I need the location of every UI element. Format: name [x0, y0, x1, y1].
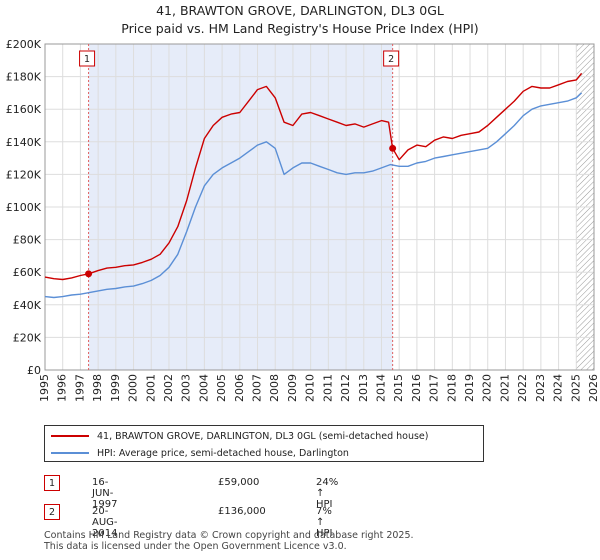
- x-tick-label: 2021: [498, 374, 511, 402]
- y-tick-label: £40K: [13, 299, 42, 312]
- footer-licence: This data is licensed under the Open Gov…: [44, 541, 347, 552]
- x-tick-label: 1996: [56, 374, 69, 402]
- series-line-property: [44, 72, 583, 281]
- x-tick-label: 2016: [410, 374, 423, 402]
- x-tick-label: 2004: [197, 374, 210, 402]
- footer-copyright: Contains HM Land Registry data © Crown c…: [44, 530, 414, 541]
- annotation-label: 1: [84, 54, 90, 65]
- x-tick-label: 2013: [357, 374, 370, 402]
- transaction-marker: 1: [44, 475, 60, 491]
- legend-label-hpi: HPI: Average price, semi-detached house,…: [97, 447, 349, 459]
- x-tick-label: 2000: [127, 374, 140, 402]
- x-tick-label: 2007: [251, 374, 264, 402]
- x-tick-label: 2018: [445, 374, 458, 402]
- x-tick-label: 1997: [73, 374, 86, 402]
- x-tick-label: 2009: [286, 374, 299, 402]
- annotation-label: 2: [388, 54, 394, 65]
- x-tick-label: 2023: [534, 374, 547, 402]
- y-tick-label: £60K: [13, 266, 42, 279]
- x-tick-label: 2012: [339, 374, 352, 402]
- legend-label-property: 41, BRAWTON GROVE, DARLINGTON, DL3 0GL (…: [97, 430, 429, 442]
- price-chart: 1 2 £0 £20K £40K £60K £80K £100K £120K £140K £160K…: [6, 38, 600, 402]
- x-tick-label: 2008: [268, 374, 281, 402]
- x-tick-label: 1998: [91, 374, 104, 402]
- y-tick-label: £100K: [6, 201, 42, 214]
- transaction-marker: 2: [44, 504, 60, 520]
- transaction-hpi: 24% ↑ HPI: [316, 477, 339, 510]
- x-tick-label: 2002: [162, 374, 175, 402]
- y-tick-label: £20K: [13, 331, 42, 344]
- x-tick-label: 2025: [569, 374, 582, 402]
- y-tick-label: £140K: [6, 136, 42, 149]
- legend-item-property: 41, BRAWTON GROVE, DARLINGTON, DL3 0GL (…: [51, 428, 428, 444]
- legend-swatch-hpi: [51, 452, 89, 454]
- x-tick-label: 1999: [109, 374, 122, 402]
- x-tick-label: 2020: [481, 374, 494, 402]
- x-tick-label: 2001: [144, 374, 157, 402]
- x-tick-label: 2024: [552, 374, 565, 402]
- x-tick-label: 2003: [180, 374, 193, 402]
- y-tick-label: £0: [27, 364, 41, 377]
- transaction-price: £136,000: [218, 506, 266, 517]
- sale-point: [389, 144, 397, 152]
- series-line-hpi: [44, 92, 583, 299]
- x-tick-label: 2010: [304, 374, 317, 402]
- legend-swatch-property: [51, 435, 89, 437]
- x-tick-label: 2006: [233, 374, 246, 402]
- legend: 41, BRAWTON GROVE, DARLINGTON, DL3 0GL (…: [44, 425, 484, 462]
- x-tick-label: 2015: [392, 374, 405, 402]
- plot-frame: [44, 43, 595, 371]
- transaction-hpi: 7% ↑ HPI: [316, 506, 333, 539]
- transaction-price: £59,000: [218, 477, 260, 488]
- x-tick-label: 2026: [587, 374, 600, 402]
- y-tick-label: £120K: [6, 168, 42, 181]
- annotation-box: [79, 50, 96, 67]
- legend-item-hpi: HPI: Average price, semi-detached house,…: [51, 445, 349, 461]
- x-tick-label: 2022: [516, 374, 529, 402]
- x-tick-label: 2017: [428, 374, 441, 402]
- y-tick-label: £200K: [6, 38, 42, 51]
- y-tick-label: £180K: [6, 71, 42, 84]
- x-tick-label: 2014: [374, 374, 387, 402]
- x-tick-label: 1995: [38, 374, 51, 402]
- transaction-date: 16-JUN-1997: [92, 477, 118, 510]
- transaction-date: 20-AUG-2014: [92, 506, 118, 539]
- x-tick-label: 2019: [463, 374, 476, 402]
- annotation-box: [383, 50, 400, 67]
- sale-point: [85, 270, 93, 278]
- chart-title: 41, BRAWTON GROVE, DARLINGTON, DL3 0GL: [156, 3, 444, 18]
- y-tick-label: £160K: [6, 103, 42, 116]
- chart-subtitle: Price paid vs. HM Land Registry's House …: [121, 21, 479, 36]
- x-tick-label: 2005: [215, 374, 228, 402]
- y-tick-label: £80K: [13, 234, 42, 247]
- x-tick-label: 2011: [321, 374, 334, 402]
